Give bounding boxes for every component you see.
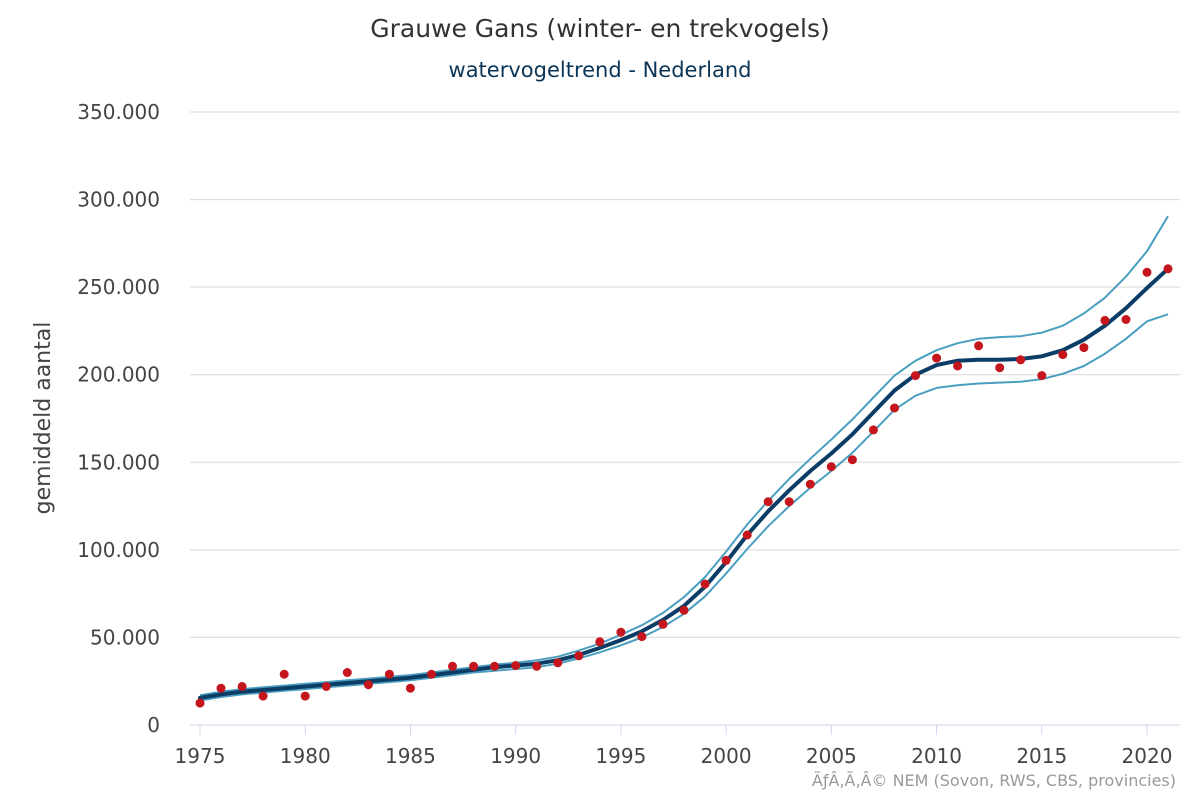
index-point <box>1121 315 1131 324</box>
x-axis: 1975 1980 1985 1990 1995 2000 2005 2010 2015 2020 <box>175 724 1180 768</box>
y-tick-label: 350.000 <box>77 100 160 124</box>
index-point <box>448 661 457 671</box>
chart-subtitle: watervogeltrend - Nederland <box>448 58 752 82</box>
index-point <box>932 353 942 363</box>
index-point <box>216 683 226 693</box>
index-point <box>616 627 626 637</box>
index-point <box>1163 264 1173 274</box>
index-point <box>742 530 752 540</box>
index-point <box>637 632 647 642</box>
index-point <box>469 661 479 671</box>
index-point <box>974 341 984 351</box>
index-point <box>868 425 878 435</box>
index-point <box>553 658 563 668</box>
index-point <box>1016 355 1026 365</box>
index-point <box>805 479 815 489</box>
x-tick-label: 2010 <box>911 744 962 768</box>
y-axis-title: gemiddeld aantal <box>31 322 56 515</box>
x-tick-label: 1990 <box>490 744 541 768</box>
y-tick-label: 250.000 <box>77 275 160 299</box>
index-point <box>658 619 668 629</box>
index-point <box>237 682 247 691</box>
index-point <box>574 651 584 661</box>
x-tick-label: 1975 <box>175 744 226 768</box>
x-tick-label: 1980 <box>280 744 331 768</box>
x-tick-label: 1995 <box>595 744 646 768</box>
index-point <box>511 661 521 670</box>
index-point <box>679 605 689 615</box>
index-point <box>279 669 289 679</box>
index-point <box>826 462 836 472</box>
index-point <box>258 691 268 701</box>
index-point <box>384 669 394 679</box>
index-point <box>300 691 310 701</box>
x-tick-label: 2005 <box>806 744 857 768</box>
x-tick-label: 1985 <box>385 744 436 768</box>
index-point <box>405 683 415 693</box>
index-point <box>911 371 920 381</box>
index-point <box>342 668 352 677</box>
index-point <box>427 669 436 679</box>
index-point <box>1079 343 1089 353</box>
index-point <box>1058 350 1068 360</box>
y-tick-label: 50.000 <box>90 625 160 649</box>
index-point <box>490 661 500 671</box>
y-tick-label: 150.000 <box>77 450 160 474</box>
upper-bound-line <box>199 215 1169 697</box>
y-tick-label: 100.000 <box>77 538 160 562</box>
y-tick-label: 200.000 <box>77 363 160 387</box>
lower-bound-line <box>199 313 1169 702</box>
index-point <box>595 637 605 647</box>
index-point <box>321 682 331 691</box>
index-point <box>784 497 794 507</box>
series-lines <box>198 215 1170 702</box>
index-point <box>1037 371 1047 381</box>
y-tick-label: 0 <box>147 713 160 737</box>
index-point <box>890 403 899 413</box>
gridlines <box>190 111 1180 638</box>
x-tick-label: 2020 <box>1122 744 1173 768</box>
index-point <box>995 363 1005 373</box>
index-point <box>953 361 963 371</box>
index-point <box>195 698 205 708</box>
index-point <box>847 455 857 465</box>
index-point <box>363 680 373 690</box>
x-tick-label: 2015 <box>1016 744 1067 768</box>
index-point <box>1142 267 1152 277</box>
y-tick-label: 300.000 <box>77 188 160 212</box>
y-axis-tick-labels: 0 50.000 100.000 150.000 200.000 250.000 300.0… <box>77 100 160 737</box>
index-point <box>532 661 542 671</box>
index-point <box>721 555 731 565</box>
x-tick-label: 2000 <box>701 744 752 768</box>
index-point <box>763 497 773 507</box>
index-point <box>700 579 710 589</box>
index-point <box>1100 315 1110 325</box>
trend-line <box>198 266 1170 700</box>
chart-title: Grauwe Gans (winter- en trekvogels) <box>370 14 830 43</box>
index-points <box>195 264 1173 708</box>
credits-text[interactable]: ÃƒÂ‚Ã‚Â© NEM (Sovon, RWS, CBS, provincie… <box>811 771 1176 790</box>
